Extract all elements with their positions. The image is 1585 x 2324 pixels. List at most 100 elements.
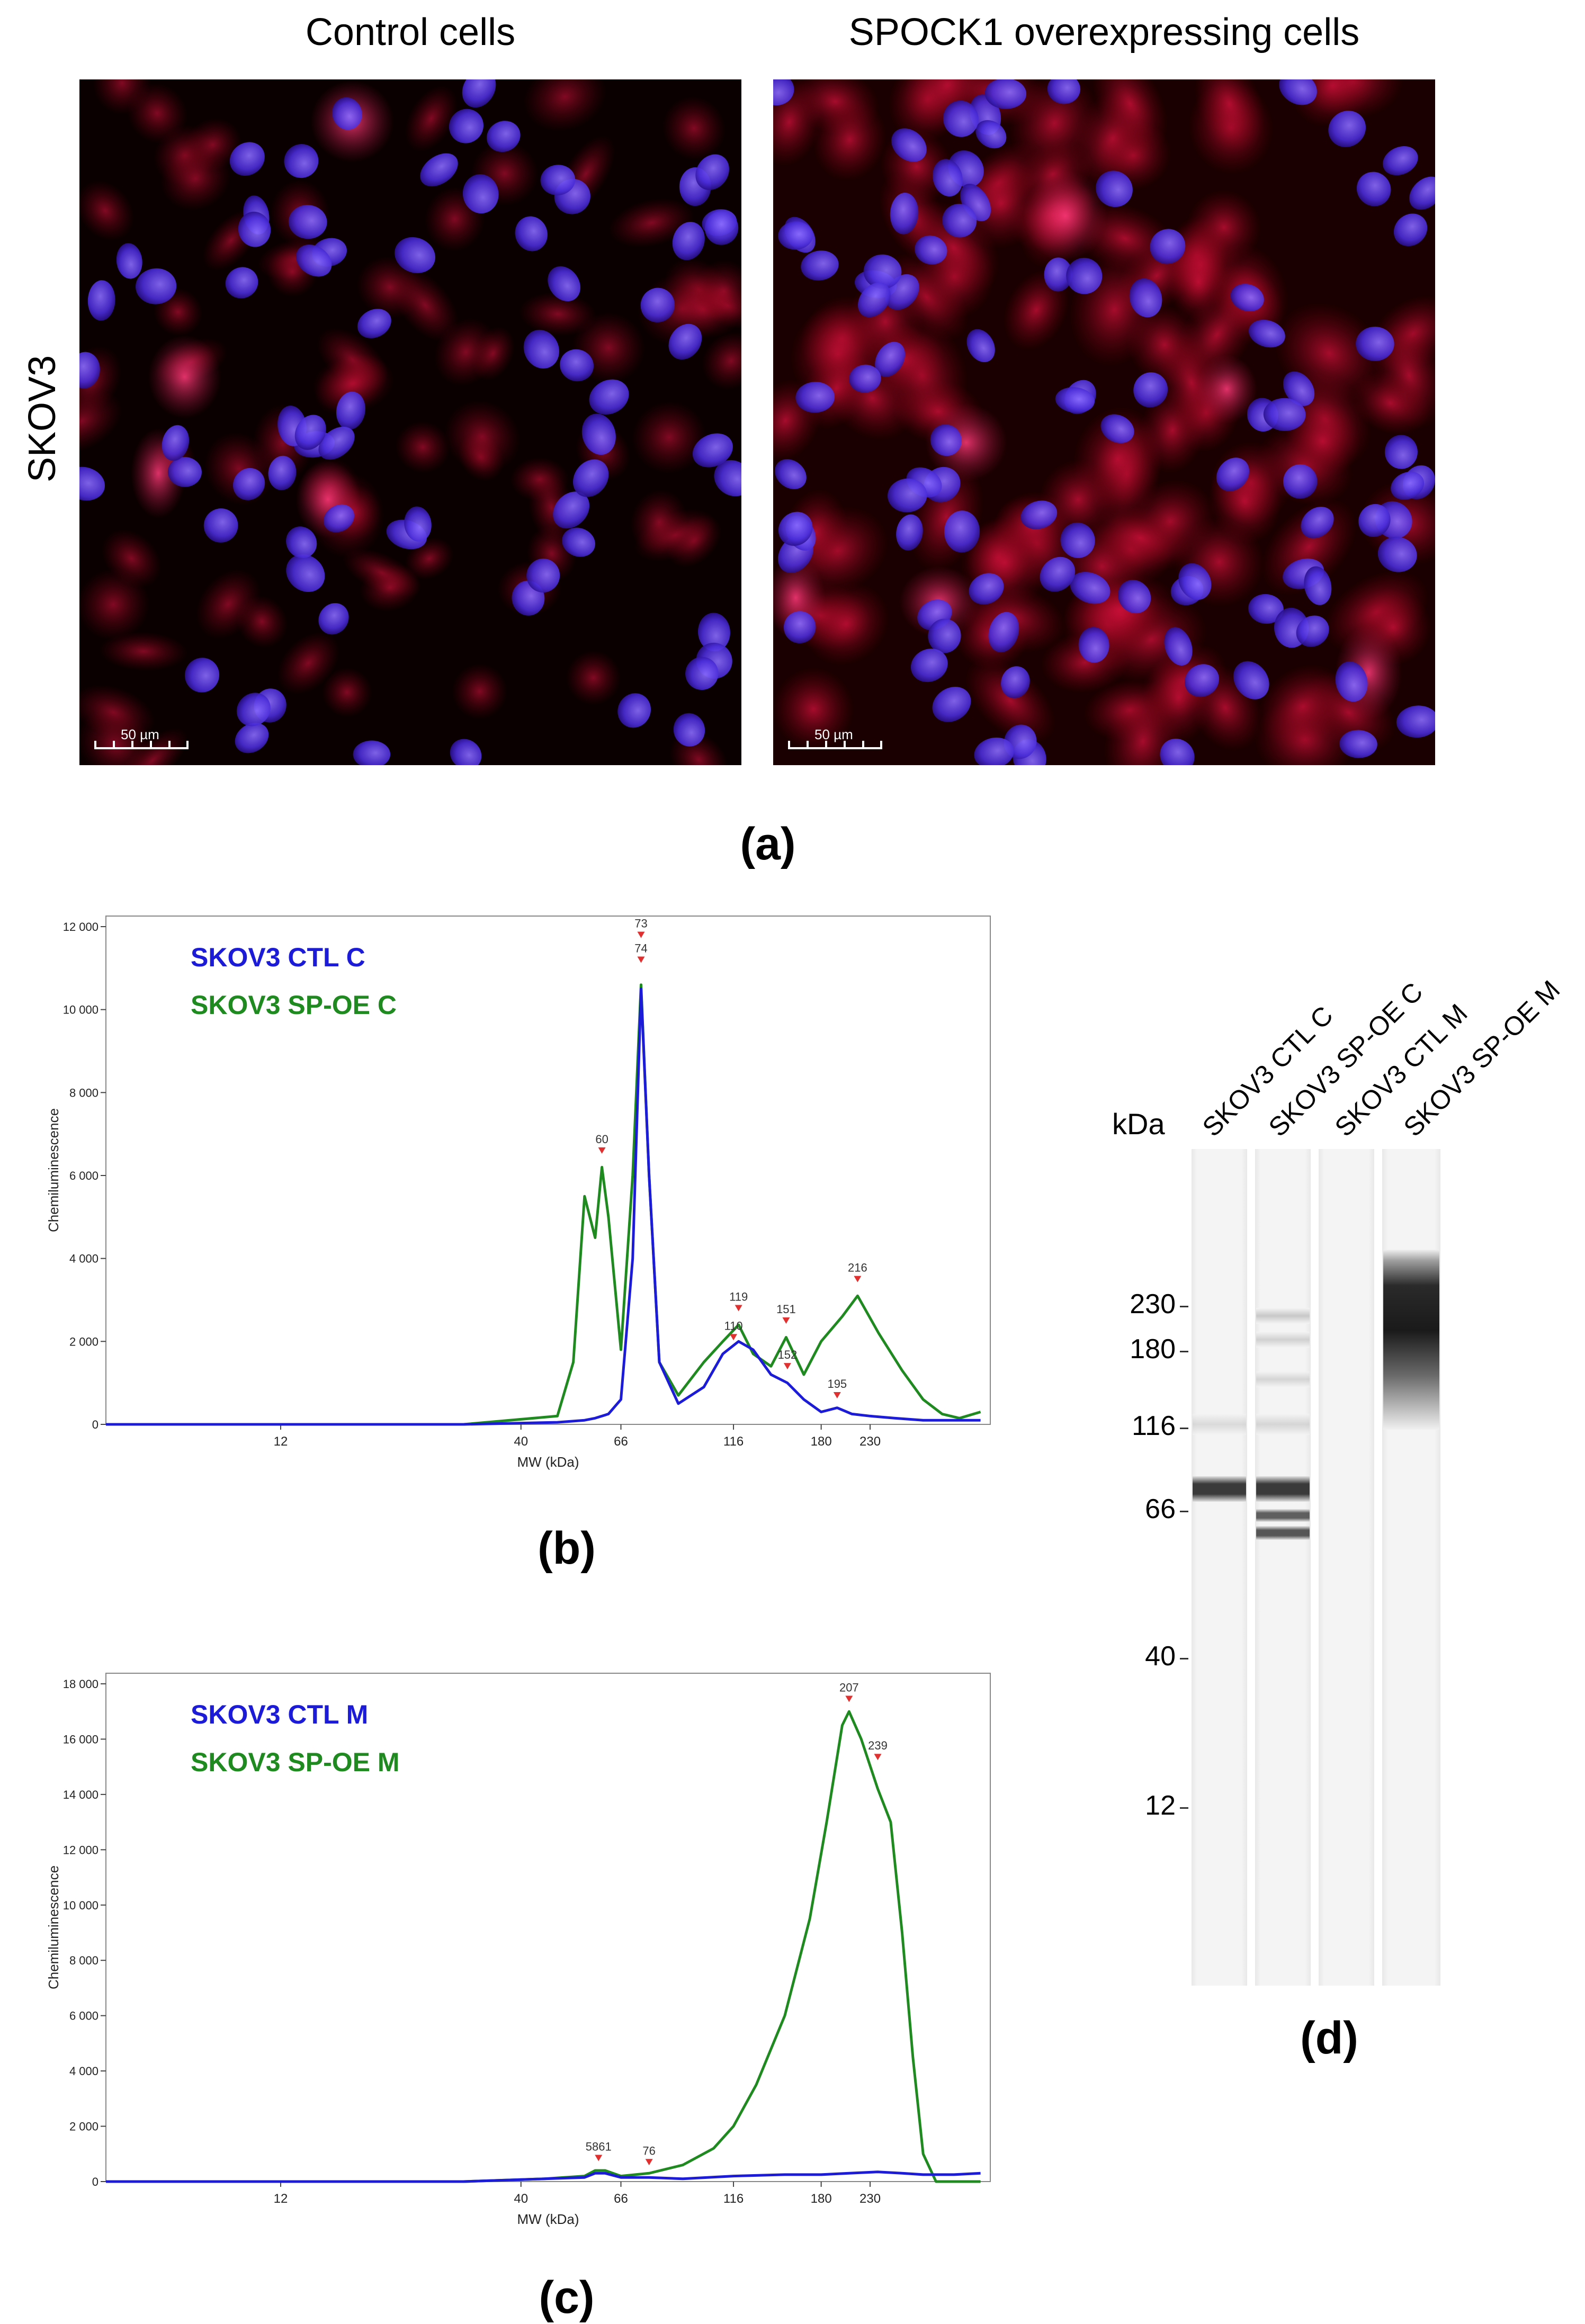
cell-nucleus	[486, 121, 521, 152]
band-spoe-c-116	[1256, 1414, 1310, 1435]
x-tick-label: 230	[859, 1434, 881, 1449]
peak-marker	[845, 1695, 853, 1702]
peak-label: 76	[642, 2144, 655, 2157]
cell-nucleus	[1409, 176, 1435, 210]
y-axis-label: Chemiluminescence	[46, 1865, 61, 1989]
y-tick-label: 10 000	[63, 1003, 98, 1017]
x-tick-label: 180	[811, 1434, 832, 1449]
y-tick-label: 2 000	[69, 1335, 98, 1348]
peak-marker	[637, 931, 645, 938]
cell-nucleus	[353, 740, 391, 765]
cell-nucleus	[783, 611, 816, 643]
cell-nucleus	[404, 506, 432, 542]
band-spoe-c-230	[1256, 1308, 1310, 1324]
cell-cytoplasm	[1194, 79, 1264, 151]
y-tick-label: 10 000	[63, 1899, 98, 1912]
cell-nucleus	[1248, 594, 1284, 624]
cell-nucleus	[1391, 471, 1425, 500]
cell-bright	[148, 335, 221, 419]
scalebar-control: 50 µm	[94, 726, 189, 749]
cell-nucleus	[318, 603, 349, 635]
band-spoe-c-180	[1256, 1332, 1310, 1348]
panel-label-b: (b)	[538, 1523, 596, 1574]
cell-nucleus	[1296, 615, 1329, 647]
cell-nucleus	[562, 527, 595, 557]
cell-nucleus	[928, 618, 961, 653]
cell-nucleus	[1279, 79, 1317, 105]
cell-cytoplasm	[524, 79, 606, 131]
cell-nucleus	[1066, 257, 1103, 294]
cell-cytoplasm	[773, 667, 854, 751]
cell-cytoplasm	[630, 489, 688, 555]
cell-cytoplasm	[102, 530, 162, 588]
cell-nucleus	[863, 254, 902, 289]
kda-title: kDa	[1112, 1107, 1165, 1141]
cell-nucleus	[238, 211, 271, 247]
cell-nucleus	[974, 737, 1014, 765]
cell-nucleus	[896, 514, 923, 551]
cell-cytoplasm	[519, 292, 597, 336]
cell-nucleus	[295, 244, 332, 277]
cell-nucleus	[1047, 79, 1081, 104]
x-tick-label: 40	[514, 1434, 528, 1449]
cell-cytoplasm	[669, 731, 728, 765]
cell-nucleus	[704, 211, 739, 245]
cell-nucleus	[1335, 661, 1368, 702]
cell-cytoplasm	[127, 83, 187, 143]
cell-cytoplasm	[405, 85, 458, 152]
cell-nucleus	[1304, 566, 1332, 605]
cell-cytoplasm	[702, 332, 741, 390]
cell-nucleus	[235, 723, 269, 753]
cell-nucleus	[773, 79, 794, 106]
cell-nucleus	[548, 266, 580, 302]
cell-nucleus	[136, 268, 177, 304]
cell-bright	[925, 403, 1008, 482]
cell-nucleus	[116, 243, 142, 279]
x-tick-label: 116	[723, 2192, 744, 2206]
legend-entry: SKOV3 SP-OE M	[191, 1747, 400, 1777]
peak-marker	[854, 1276, 862, 1282]
cell-nucleus	[943, 100, 979, 137]
cell-nucleus	[1377, 536, 1417, 572]
y-tick-label: 8 000	[69, 1954, 98, 1967]
cell-cytoplasm	[277, 632, 339, 694]
cell-cytoplasm	[1168, 240, 1229, 324]
peak-marker	[782, 1317, 790, 1324]
cell-nucleus	[1384, 435, 1418, 469]
cell-nucleus	[449, 109, 483, 143]
legend-entry: SKOV3 CTL C	[191, 943, 365, 972]
cell-nucleus	[332, 97, 362, 130]
peak-marker	[637, 956, 645, 963]
panel-label-a: (a)	[740, 819, 796, 869]
cell-nucleus	[975, 120, 1007, 149]
cell-nucleus	[944, 510, 980, 553]
cell-nucleus	[553, 491, 590, 529]
peak-marker	[874, 1754, 882, 1761]
cell-nucleus	[668, 324, 702, 360]
cell-nucleus	[1339, 730, 1377, 758]
cell-nucleus	[966, 329, 995, 363]
cell-nucleus	[318, 426, 355, 460]
cell-nucleus	[1233, 661, 1269, 699]
cell-cytoplasm	[452, 663, 507, 719]
cell-nucleus	[1129, 278, 1162, 318]
cell-nucleus	[288, 205, 327, 239]
lane-ctl-m	[1319, 1149, 1374, 1986]
cell-nucleus	[79, 352, 100, 389]
lane-spoe-c	[1255, 1149, 1311, 1986]
cell-nucleus	[1185, 664, 1220, 697]
y-tick-label: 8 000	[69, 1086, 98, 1099]
cell-nucleus	[323, 504, 354, 533]
cell-nucleus	[640, 288, 675, 322]
peak-label: 73	[634, 917, 647, 930]
kda-tickmark-230	[1180, 1306, 1188, 1307]
series-line	[106, 988, 981, 1426]
band-spoe-c-73	[1256, 1476, 1310, 1502]
x-tick-label: 180	[811, 2192, 832, 2206]
plot-frame	[105, 1673, 991, 2182]
cell-bright	[1196, 354, 1258, 424]
plot-frame	[105, 916, 991, 1425]
x-tick-label: 12	[274, 2192, 288, 2206]
cell-nucleus	[858, 282, 891, 318]
cell-nucleus	[942, 203, 977, 238]
